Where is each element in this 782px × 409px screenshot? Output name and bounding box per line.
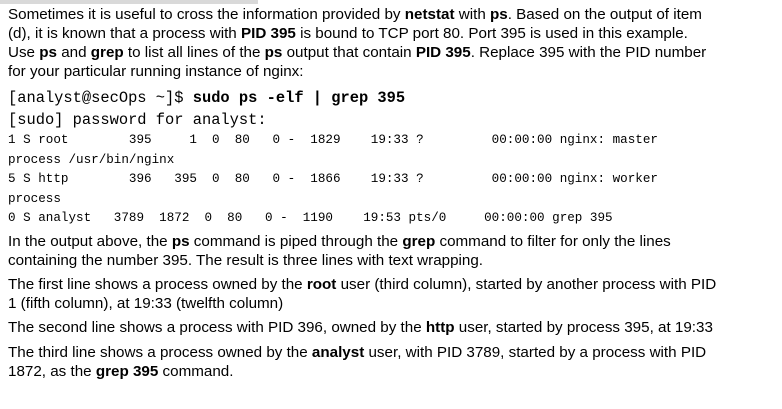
explain-bold-root: root	[306, 275, 337, 293]
explanation-paragraph-1: In the output above, the ps command is p…	[8, 232, 782, 270]
intro-text: is bound to TCP port 80. Port 395 is use…	[295, 25, 688, 42]
explain-line-1: In the output above, the ps command is p…	[8, 232, 782, 251]
intro-text: and	[56, 44, 91, 61]
explain-text: The first line shows a process owned by …	[8, 275, 307, 293]
explain-bold-grep: grep	[402, 232, 436, 250]
explain-text: In the output above, the	[8, 232, 172, 250]
intro-bold-ps: ps	[264, 44, 283, 61]
intro-bold-grep: grep	[90, 44, 124, 61]
explain-text: command.	[158, 362, 234, 380]
terminal-block: [analyst@secOps ~]$ sudo ps -elf | grep …	[8, 87, 782, 229]
explain-bold-http: http	[425, 318, 455, 336]
intro-text: . Replace 395 with the PID number	[470, 44, 707, 61]
intro-bold-ps: ps	[39, 44, 57, 61]
ps-output-line-2-wrap: process	[8, 191, 61, 206]
explanation-paragraph-3: The second line shows a process with PID…	[8, 318, 782, 337]
third-line-explain-2: 1872, as the grep 395 command.	[8, 362, 782, 381]
intro-line-4: for your particular running instance of …	[8, 63, 304, 80]
intro-text: Sometimes it is useful to cross the info…	[8, 6, 405, 23]
explain-bold-grep-395: grep 395	[95, 362, 159, 380]
third-line-explain-1: The third line shows a process owned by …	[8, 343, 782, 362]
ps-output-line-1: 1 S root 395 1 0 80 0 - 1829 19:33 ? 00:…	[8, 133, 658, 147]
intro-bold-pid: PID 395	[240, 25, 296, 42]
ps-output-line-3: 0 S analyst 3789 1872 0 80 0 - 1190 19:5…	[8, 211, 613, 225]
explain-line-2: containing the number 395. The result is…	[8, 251, 484, 269]
intro-line-3: Use ps and grep to list all lines of the…	[8, 43, 782, 62]
explain-text: command is piped through the	[189, 232, 403, 250]
explain-text: The second line shows a process with PID…	[8, 318, 426, 336]
first-line-explain-2: 1 (fifth column), at 19:33 (twelfth colu…	[8, 294, 284, 312]
top-divider	[0, 0, 258, 4]
intro-bold-ps: ps	[490, 6, 508, 23]
intro-paragraph: Sometimes it is useful to cross the info…	[8, 5, 782, 81]
intro-text: to list all lines of the	[123, 44, 265, 61]
explain-bold-analyst: analyst	[311, 343, 365, 361]
intro-bold-netstat: netstat	[404, 6, 455, 23]
intro-text: . Based on the output of item	[507, 6, 702, 23]
intro-bold-pid: PID 395	[415, 44, 471, 61]
shell-command: sudo ps -elf | grep 395	[192, 89, 406, 107]
ps-output-line-1-wrap: process /usr/bin/nginx	[8, 152, 175, 167]
intro-text: Use	[8, 44, 40, 61]
command-line: [analyst@secOps ~]$ sudo ps -elf | grep …	[8, 87, 782, 109]
sudo-prompt-line: [sudo] password for analyst:	[8, 111, 267, 129]
explanation-paragraph-2: The first line shows a process owned by …	[8, 275, 782, 313]
intro-text: output that contain	[282, 44, 416, 61]
first-line-explain-1: The first line shows a process owned by …	[8, 275, 782, 294]
second-line-explain: The second line shows a process with PID…	[8, 318, 782, 337]
document-page: Sometimes it is useful to cross the info…	[8, 5, 782, 381]
explain-text: user, with PID 3789, started by a proces…	[364, 343, 707, 361]
explain-bold-ps: ps	[171, 232, 190, 250]
intro-line-1: Sometimes it is useful to cross the info…	[8, 5, 782, 24]
explain-text: user (third column), started by another …	[336, 275, 717, 293]
shell-prompt: [analyst@secOps ~]$	[8, 89, 193, 107]
explanation-paragraph-4: The third line shows a process owned by …	[8, 343, 782, 381]
explain-text: The third line shows a process owned by …	[8, 343, 312, 361]
intro-text: (d), it is known that a process with	[8, 25, 241, 42]
explain-text: command to filter for only the lines	[435, 232, 671, 250]
ps-output-line-2: 5 S http 396 395 0 80 0 - 1866 19:33 ? 0…	[8, 172, 658, 186]
explain-text: user, started by process 395, at 19:33	[454, 318, 713, 336]
intro-line-2: (d), it is known that a process with PID…	[8, 24, 782, 43]
explain-text: 1872, as the	[8, 362, 96, 380]
intro-text: with	[454, 6, 490, 23]
